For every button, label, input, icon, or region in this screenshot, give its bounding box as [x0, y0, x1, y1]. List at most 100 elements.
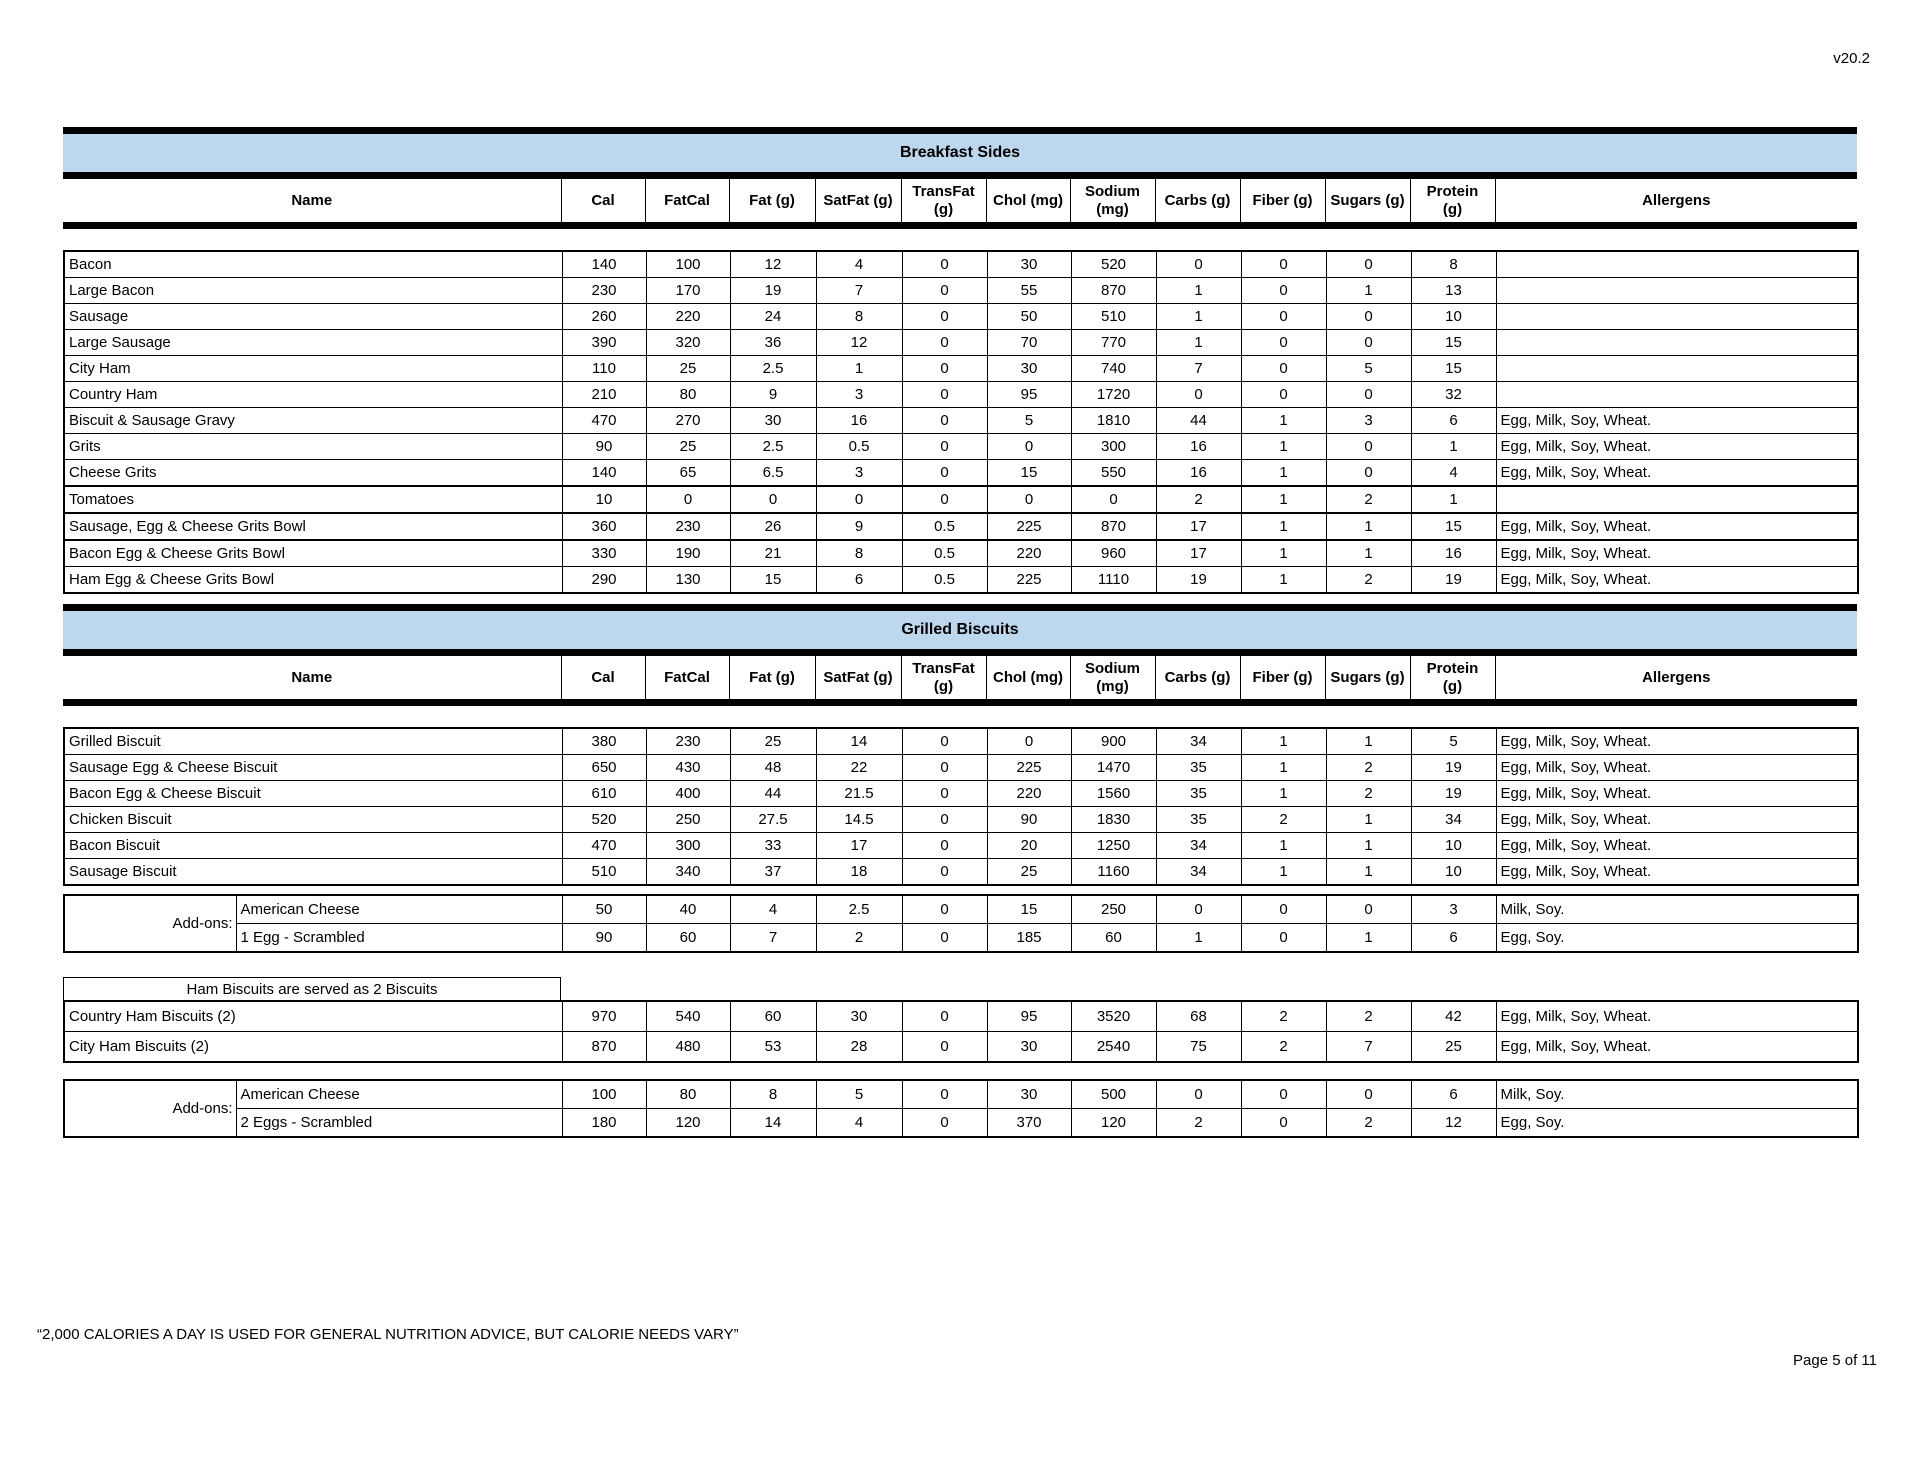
table-row: City Ham Biscuits (2) 870 480 53 28 0 30 2540 75… — [63, 1031, 1859, 1063]
cell-allergens: Milk, Soy. — [1495, 1079, 1859, 1109]
cell-cal: 970 — [561, 1000, 647, 1032]
cell-sodium: 3520 — [1070, 1000, 1157, 1032]
cell-name: Grits — [63, 433, 563, 460]
version-label: v20.2 — [1833, 50, 1870, 67]
cell-cal: 360 — [561, 512, 647, 541]
cell-carbs: 0 — [1155, 1079, 1242, 1109]
cell-transfat: 0.5 — [901, 512, 988, 541]
divider-bar — [63, 699, 1857, 706]
header-row: Name Cal FatCal Fat (g) SatFat (g) TransFat (… — [63, 656, 1857, 699]
cell-fiber: 0 — [1240, 250, 1327, 278]
cell-transfat: 0 — [901, 894, 988, 924]
cell-name: Bacon Egg & Cheese Grits Bowl — [63, 539, 563, 567]
cell-transfat: 0 — [901, 1079, 988, 1109]
cell-sugars: 0 — [1325, 894, 1412, 924]
cell-fat: 37 — [729, 858, 817, 886]
cell-sodium: 1830 — [1070, 806, 1157, 833]
cell-name: 2 Eggs - Scrambled — [235, 1108, 563, 1138]
cell-chol: 20 — [986, 832, 1072, 859]
cell-satfat: 2 — [815, 923, 903, 953]
cell-allergens: Egg, Milk, Soy, Wheat. — [1495, 858, 1859, 886]
cell-carbs: 1 — [1155, 923, 1242, 953]
cell-sodium: 500 — [1070, 1079, 1157, 1109]
cell-chol: 95 — [986, 1000, 1072, 1032]
nutrition-tables-container: Breakfast Sides Name Cal FatCal Fat (g) SatFa… — [63, 127, 1859, 1138]
cell-name: Cheese Grits — [63, 459, 563, 487]
cell-transfat: 0 — [901, 329, 988, 356]
cell-allergens: Egg, Milk, Soy, Wheat. — [1495, 806, 1859, 833]
cell-allergens: Egg, Milk, Soy, Wheat. — [1495, 1031, 1859, 1063]
nutrition-data-grid: Bacon 140 100 12 4 0 30 520 0 0 0 8 Large Bacon 230 17… — [63, 250, 1859, 594]
cell-fiber: 0 — [1240, 355, 1327, 382]
col-header-transfat: TransFat (g) — [900, 179, 986, 222]
cell-fiber: 2 — [1240, 1000, 1327, 1032]
cell-satfat: 5 — [815, 1079, 903, 1109]
cell-allergens — [1495, 355, 1859, 382]
cell-satfat: 30 — [815, 1000, 903, 1032]
cell-sugars: 7 — [1325, 1031, 1412, 1063]
cell-chol: 225 — [986, 754, 1072, 781]
table-row: Bacon 140 100 12 4 0 30 520 0 0 0 8 — [63, 250, 1859, 278]
cell-fatcal: 25 — [645, 355, 731, 382]
col-header-allergens: Allergens — [1494, 179, 1857, 222]
cell-name: American Cheese — [235, 894, 563, 924]
cell-fatcal: 170 — [645, 277, 731, 304]
cell-fiber: 2 — [1240, 806, 1327, 833]
cell-satfat: 1 — [815, 355, 903, 382]
cell-fat: 25 — [729, 727, 817, 755]
cell-fiber: 1 — [1240, 780, 1327, 807]
cell-fatcal: 130 — [645, 566, 731, 594]
table-row: Country Ham 210 80 9 3 0 95 1720 0 0 0 32 — [63, 381, 1859, 408]
cell-sugars: 3 — [1325, 407, 1412, 434]
cell-allergens — [1495, 277, 1859, 304]
cell-protein: 10 — [1410, 832, 1497, 859]
cell-carbs: 34 — [1155, 858, 1242, 886]
cell-cal: 520 — [561, 806, 647, 833]
cell-transfat: 0 — [901, 485, 988, 514]
cell-allergens: Egg, Milk, Soy, Wheat. — [1495, 433, 1859, 460]
cell-satfat: 3 — [815, 459, 903, 487]
cell-fatcal: 65 — [645, 459, 731, 487]
cell-satfat: 16 — [815, 407, 903, 434]
cell-fiber: 1 — [1240, 727, 1327, 755]
cell-fat: 21 — [729, 539, 817, 567]
cell-protein: 12 — [1410, 1108, 1497, 1138]
column-header-row: Name Cal FatCal Fat (g) SatFat (g) TransFat (… — [63, 656, 1857, 699]
cell-carbs: 0 — [1155, 250, 1242, 278]
table-row: Grits 90 25 2.5 0.5 0 0 300 16 1 0 1 Egg, Milk, Soy,… — [63, 433, 1859, 460]
cell-chol: 0 — [986, 727, 1072, 755]
cell-fatcal: 190 — [645, 539, 731, 567]
cell-carbs: 17 — [1155, 539, 1242, 567]
table-row: Cheese Grits 140 65 6.5 3 0 15 550 16 1 0 4 Egg, Mil… — [63, 459, 1859, 487]
cell-chol: 30 — [986, 250, 1072, 278]
cell-fatcal: 400 — [645, 780, 731, 807]
cell-satfat: 3 — [815, 381, 903, 408]
cell-allergens: Egg, Milk, Soy, Wheat. — [1495, 1000, 1859, 1032]
cell-name: American Cheese — [235, 1079, 563, 1109]
ham-biscuits-grid: Country Ham Biscuits (2) 970 540 60 30 0 95 352… — [63, 1000, 1859, 1063]
cell-sugars: 0 — [1325, 1079, 1412, 1109]
cell-name: Sausage, Egg & Cheese Grits Bowl — [63, 512, 563, 541]
cell-chol: 0 — [986, 485, 1072, 514]
col-header-transfat: TransFat (g) — [900, 656, 986, 699]
cell-cal: 110 — [561, 355, 647, 382]
col-header-fiber: Fiber (g) — [1239, 179, 1325, 222]
cell-name: Bacon — [63, 250, 563, 278]
divider-bar — [63, 222, 1857, 229]
cell-satfat: 6 — [815, 566, 903, 594]
cell-chol: 5 — [986, 407, 1072, 434]
cell-allergens: Egg, Milk, Soy, Wheat. — [1495, 407, 1859, 434]
cell-sodium: 960 — [1070, 539, 1157, 567]
table-row: Tomatoes 10 0 0 0 0 0 0 2 1 2 1 — [63, 485, 1859, 514]
cell-protein: 25 — [1410, 1031, 1497, 1063]
cell-sugars: 0 — [1325, 381, 1412, 408]
cell-fat: 6.5 — [729, 459, 817, 487]
cell-cal: 470 — [561, 832, 647, 859]
cell-name: Sausage — [63, 303, 563, 330]
cell-fatcal: 340 — [645, 858, 731, 886]
cell-cal: 140 — [561, 459, 647, 487]
cell-fatcal: 120 — [645, 1108, 731, 1138]
cell-sugars: 1 — [1325, 512, 1412, 541]
section-title: Breakfast Sides — [899, 144, 1021, 161]
cell-name: Sausage Biscuit — [63, 858, 563, 886]
